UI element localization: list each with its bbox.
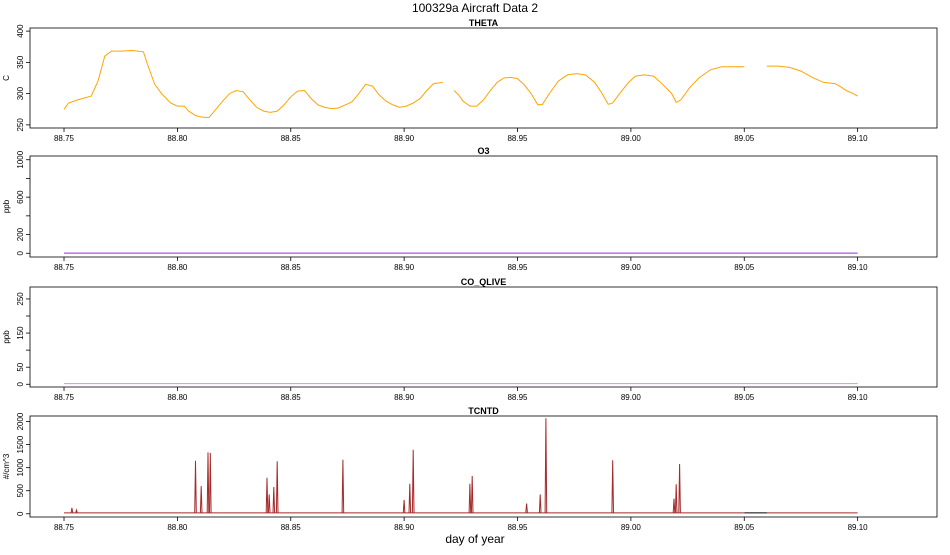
y-axis-label: ppb [2, 199, 11, 213]
x-tick-label: 88.80 [167, 393, 188, 402]
x-tick-label: 88.80 [167, 134, 188, 143]
panel-title: TCNTD [468, 406, 499, 416]
plot-frame [29, 415, 938, 518]
panel-title: CO_QLIVE [461, 277, 507, 287]
series-line [766, 65, 858, 97]
x-tick-label: 88.85 [281, 523, 302, 532]
x-tick-label: 88.80 [167, 263, 188, 272]
spike [468, 483, 472, 513]
y-axis-label: #/cm^3 [2, 453, 11, 479]
spike [678, 463, 681, 513]
plot-frame [29, 27, 938, 129]
panels: THETA C 250 300 350 400 88.75 88.80 88.85 88.90 88… [2, 18, 938, 532]
x-tick-label: 88.90 [394, 523, 415, 532]
y-tick-label: 400 [16, 24, 25, 38]
x-tick-label: 89.05 [734, 134, 755, 143]
y-tick-label: 250 [16, 292, 25, 306]
x-tick-label: 89.10 [848, 134, 869, 143]
x-tick-label: 89.00 [621, 523, 642, 532]
spike [402, 499, 406, 513]
panel-title: O3 [477, 146, 489, 156]
x-tick-label: 89.10 [848, 393, 869, 402]
x-tick-label: 89.00 [621, 263, 642, 272]
y-tick-label: 200 [16, 227, 25, 241]
spike [265, 477, 269, 513]
spike [411, 449, 415, 513]
spike [538, 494, 542, 513]
spike [470, 475, 474, 513]
y-tick-label: 500 [16, 483, 25, 497]
spike [194, 460, 197, 513]
spike [674, 484, 678, 513]
x-tick-label: 88.85 [281, 393, 302, 402]
x-tick-label: 88.95 [507, 393, 528, 402]
x-tick-label: 89.05 [734, 263, 755, 272]
spike [199, 486, 203, 513]
spike [209, 452, 212, 513]
spike [672, 498, 676, 513]
figure-title: 100329a Aircraft Data 2 [412, 1, 538, 15]
y-tick-label: 0 [16, 250, 25, 255]
x-tick-label: 88.95 [507, 263, 528, 272]
x-tick-label: 88.85 [281, 263, 302, 272]
y-tick-label: 1500 [16, 435, 25, 453]
spike [75, 508, 78, 513]
x-tick-label: 89.10 [848, 263, 869, 272]
y-tick-label: 250 [16, 118, 25, 132]
spike [267, 494, 271, 513]
y-axis-label: C [2, 75, 11, 81]
spike [525, 503, 528, 513]
x-tick-label: 89.05 [734, 393, 755, 402]
x-tick-label: 89.00 [621, 393, 642, 402]
y-tick-label: 0 [16, 381, 25, 386]
x-tick-label: 88.90 [394, 263, 415, 272]
y-axis-label: ppb [2, 330, 11, 344]
x-tick-label: 89.10 [848, 523, 869, 532]
x-axis-label: day of year [445, 532, 504, 546]
y-tick-label: 1000 [16, 458, 25, 476]
panel-tcntd: TCNTD #/cm^3 0 500 1000 1500 2000 88.75 88.80 88.… [2, 406, 938, 532]
spike [544, 418, 548, 513]
panel-title: THETA [469, 18, 499, 28]
y-tick-label: 50 [16, 362, 25, 371]
spike [206, 452, 210, 513]
spike [408, 483, 412, 513]
series-line [453, 66, 745, 107]
spike [272, 486, 276, 513]
x-tick-label: 88.80 [167, 523, 188, 532]
x-tick-label: 88.75 [54, 134, 75, 143]
plot-frame [29, 155, 938, 258]
spike [275, 461, 279, 513]
x-tick-label: 88.90 [394, 393, 415, 402]
spike [611, 460, 614, 513]
y-tick-label: 1000 [16, 150, 25, 168]
x-tick-label: 88.95 [507, 134, 528, 143]
panel-theta: THETA C 250 300 350 400 88.75 88.80 88.85 88.90 88… [2, 18, 938, 143]
spike [70, 507, 74, 513]
y-tick-label: 0 [16, 511, 25, 516]
x-tick-label: 88.75 [54, 263, 75, 272]
spike [341, 459, 345, 513]
y-tick-label: 150 [16, 326, 25, 340]
x-tick-label: 88.85 [281, 134, 302, 143]
x-tick-label: 88.75 [54, 393, 75, 402]
plot-frame [29, 286, 938, 388]
series-line [63, 49, 443, 118]
panel-o3: O3 ppb 0 200 600 1000 88.75 88.80 88.85 88.90 88.9… [2, 146, 938, 272]
x-tick-label: 89.00 [621, 134, 642, 143]
x-tick-label: 88.95 [507, 523, 528, 532]
y-tick-label: 2000 [16, 412, 25, 430]
y-tick-label: 350 [16, 55, 25, 69]
x-tick-label: 88.75 [54, 523, 75, 532]
x-tick-label: 88.90 [394, 134, 415, 143]
x-tick-label: 89.05 [734, 523, 755, 532]
y-tick-label: 300 [16, 86, 25, 100]
y-tick-label: 600 [16, 190, 25, 204]
